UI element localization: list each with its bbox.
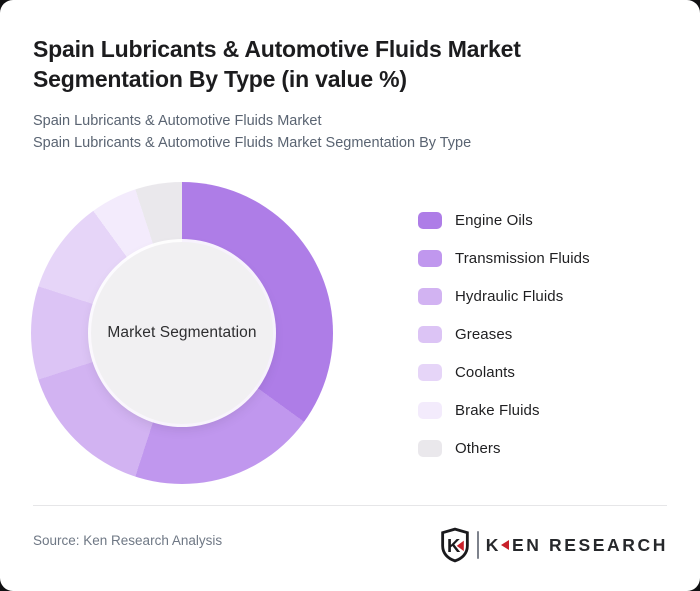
legend-swatch xyxy=(418,211,442,229)
legend-swatch xyxy=(418,325,442,343)
logo-wordmark-rest: EN RESEARCH xyxy=(512,534,668,555)
legend-swatch xyxy=(418,287,442,305)
ken-research-logo: K K EN RESEARCH xyxy=(440,527,668,563)
legend-label: Brake Fluids xyxy=(455,401,540,419)
legend-label: Hydraulic Fluids xyxy=(455,287,564,305)
legend-swatch xyxy=(418,363,442,381)
legend-item: Hydraulic Fluids xyxy=(418,287,590,305)
legend-swatch xyxy=(418,249,442,267)
logo-triangle-icon xyxy=(501,540,510,550)
legend-label: Others xyxy=(455,439,501,457)
page-title: Spain Lubricants & Automotive Fluids Mar… xyxy=(33,36,521,92)
subtitle-line-1: Spain Lubricants & Automotive Fluids Mar… xyxy=(33,113,322,129)
donut-center: Market Segmentation xyxy=(91,242,273,424)
legend-item: Engine Oils xyxy=(418,211,590,229)
legend-label: Coolants xyxy=(455,363,516,381)
legend-item: Greases xyxy=(418,325,590,343)
legend: Engine Oils Transmission Fluids Hydraulic … xyxy=(418,211,590,457)
legend-item: Others xyxy=(418,439,590,457)
logo-shield-triangle xyxy=(456,540,464,552)
legend-swatch xyxy=(418,439,442,457)
logo-separator xyxy=(476,531,479,559)
legend-label: Greases xyxy=(455,325,513,343)
donut-chart-area: Market Segmentation xyxy=(31,182,333,484)
legend-item: Brake Fluids xyxy=(418,401,590,419)
logo-shield-icon: K xyxy=(441,527,469,563)
chart-subtitle: Spain Lubricants & Automotive Fluids Mar… xyxy=(33,110,633,154)
footer-divider xyxy=(33,505,667,506)
logo-shield-letter: K xyxy=(447,535,461,556)
legend-label: Engine Oils xyxy=(455,211,533,229)
logo-wordmark-k: K xyxy=(485,534,502,555)
legend-item: Transmission Fluids xyxy=(418,249,590,267)
subtitle-line-2: Spain Lubricants & Automotive Fluids Mar… xyxy=(33,135,472,151)
legend-label: Transmission Fluids xyxy=(455,249,590,267)
donut-center-label: Market Segmentation xyxy=(107,324,257,341)
logo-wordmark: K EN RESEARCH xyxy=(486,535,668,556)
source-note: Source: Ken Research Analysis xyxy=(33,533,223,548)
legend-item: Coolants xyxy=(418,363,590,381)
legend-swatch xyxy=(418,401,442,419)
